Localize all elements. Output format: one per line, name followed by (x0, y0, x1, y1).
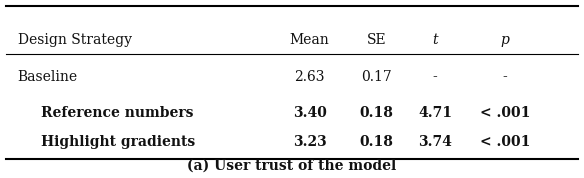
Text: SE: SE (367, 33, 387, 47)
Text: 0.18: 0.18 (360, 106, 394, 120)
Text: 0.17: 0.17 (361, 70, 392, 84)
Text: p: p (500, 33, 510, 47)
Text: 0.18: 0.18 (360, 135, 394, 148)
Text: 4.71: 4.71 (418, 106, 452, 120)
Text: 2.63: 2.63 (294, 70, 325, 84)
Text: Baseline: Baseline (18, 70, 78, 84)
Text: t: t (432, 33, 438, 47)
Text: < .001: < .001 (480, 135, 530, 148)
Text: 3.74: 3.74 (418, 135, 452, 148)
Text: Highlight gradients: Highlight gradients (41, 135, 195, 148)
Text: < .001: < .001 (480, 106, 530, 120)
Text: -: - (503, 70, 507, 84)
Text: 3.40: 3.40 (293, 106, 326, 120)
Text: Reference numbers: Reference numbers (41, 106, 193, 120)
Text: (a) User trust of the model: (a) User trust of the model (187, 159, 397, 173)
Text: Mean: Mean (290, 33, 329, 47)
Text: -: - (433, 70, 437, 84)
Text: Design Strategy: Design Strategy (18, 33, 131, 47)
Text: 3.23: 3.23 (293, 135, 326, 148)
